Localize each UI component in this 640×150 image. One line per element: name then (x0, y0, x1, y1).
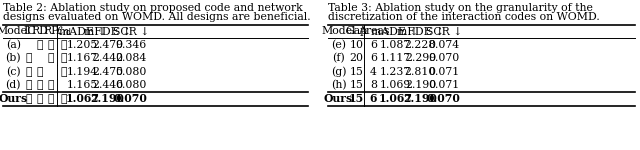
Text: (c): (c) (6, 67, 20, 77)
Text: (d): (d) (6, 80, 21, 90)
Text: Ours: Ours (324, 93, 353, 104)
Text: 2.475: 2.475 (92, 67, 123, 77)
Text: 2.228: 2.228 (404, 40, 436, 50)
Text: 8: 8 (370, 80, 377, 90)
Text: (g): (g) (331, 67, 346, 77)
Text: 1.069: 1.069 (380, 80, 411, 90)
Text: 1.165: 1.165 (67, 80, 98, 90)
Text: ✓: ✓ (60, 93, 67, 104)
Text: SCR ↓: SCR ↓ (113, 26, 149, 36)
Text: 6: 6 (370, 40, 377, 50)
Text: 0.070: 0.070 (114, 93, 148, 104)
Text: discretization of the interaction codes on WOMD.: discretization of the interaction codes … (328, 12, 600, 22)
Text: 2.446: 2.446 (92, 80, 123, 90)
Text: 15: 15 (349, 93, 364, 104)
Text: Model: Model (321, 26, 356, 36)
Text: Areas: Areas (358, 26, 389, 36)
Text: (e): (e) (331, 40, 346, 50)
Text: (h): (h) (331, 80, 346, 90)
Text: ✓: ✓ (60, 67, 67, 77)
Text: 1.237: 1.237 (380, 67, 411, 77)
Text: 1.067: 1.067 (378, 93, 412, 104)
Text: 0.080: 0.080 (115, 80, 147, 90)
Text: SCR ↓: SCR ↓ (426, 26, 462, 36)
Text: (b): (b) (6, 53, 21, 63)
Text: Model: Model (0, 26, 31, 36)
Text: 1.205: 1.205 (67, 40, 98, 50)
Text: 1.087: 1.087 (380, 40, 411, 50)
Text: 0.070: 0.070 (428, 53, 460, 63)
Text: 15: 15 (349, 80, 364, 90)
Text: 2.479: 2.479 (92, 40, 123, 50)
Text: ✓: ✓ (26, 80, 33, 90)
Text: 0.074: 0.074 (428, 40, 460, 50)
Text: RP: RP (44, 26, 59, 36)
Text: 6: 6 (370, 93, 377, 104)
Text: RD: RD (32, 26, 49, 36)
Text: 1.067: 1.067 (66, 93, 100, 104)
Text: ✓: ✓ (37, 67, 44, 77)
Text: ✓: ✓ (48, 53, 54, 63)
Text: ✓: ✓ (37, 40, 44, 50)
Text: mFDE ↓: mFDE ↓ (84, 26, 131, 36)
Text: mFDE ↓: mFDE ↓ (397, 26, 444, 36)
Text: 0.071: 0.071 (428, 67, 460, 77)
Text: ✓: ✓ (60, 40, 67, 50)
Text: Ours: Ours (0, 93, 28, 104)
Text: Table 3: Ablation study on the granularity of the: Table 3: Ablation study on the granulari… (328, 3, 593, 13)
Text: 0.084: 0.084 (115, 53, 147, 63)
Text: 2.810: 2.810 (404, 67, 436, 77)
Text: ✓: ✓ (48, 40, 54, 50)
Text: 2.190: 2.190 (91, 93, 125, 104)
Text: 2.299: 2.299 (405, 53, 436, 63)
Text: (a): (a) (6, 40, 21, 50)
Text: 2.442: 2.442 (92, 53, 123, 63)
Text: 6: 6 (370, 53, 377, 63)
Text: (f): (f) (332, 53, 345, 63)
Text: 20: 20 (349, 53, 364, 63)
Text: mADE ↓: mADE ↓ (59, 26, 106, 36)
Text: 0.080: 0.080 (115, 67, 147, 77)
Text: ✓: ✓ (37, 80, 44, 90)
Text: ✓: ✓ (26, 67, 33, 77)
Text: ✓: ✓ (48, 80, 54, 90)
Text: 0.346: 0.346 (115, 40, 147, 50)
Text: 15: 15 (349, 67, 364, 77)
Text: 10: 10 (349, 40, 364, 50)
Text: 0.071: 0.071 (428, 80, 460, 90)
Text: ✓: ✓ (60, 53, 67, 63)
Text: IC: IC (23, 26, 36, 36)
Text: 1.117: 1.117 (380, 53, 411, 63)
Text: ✓: ✓ (26, 93, 33, 104)
Text: designs evaluated on WOMD. All designs are beneficial.: designs evaluated on WOMD. All designs a… (3, 12, 310, 22)
Text: 2.190: 2.190 (404, 80, 436, 90)
Text: ✓: ✓ (26, 53, 33, 63)
Text: Gap: Gap (346, 26, 367, 36)
Text: 1.167: 1.167 (67, 53, 98, 63)
Text: ✓: ✓ (37, 93, 44, 104)
Text: ✓: ✓ (48, 93, 54, 104)
Text: $\mathcal{L}_{\rm rd}$: $\mathcal{L}_{\rm rd}$ (55, 24, 72, 38)
Text: 1.194: 1.194 (67, 67, 98, 77)
Text: mADE ↓: mADE ↓ (371, 26, 419, 36)
Text: 0.070: 0.070 (427, 93, 461, 104)
Text: 4: 4 (370, 67, 377, 77)
Text: 2.190: 2.190 (403, 93, 437, 104)
Text: Table 2: Ablation study on proposed code and network: Table 2: Ablation study on proposed code… (3, 3, 303, 13)
